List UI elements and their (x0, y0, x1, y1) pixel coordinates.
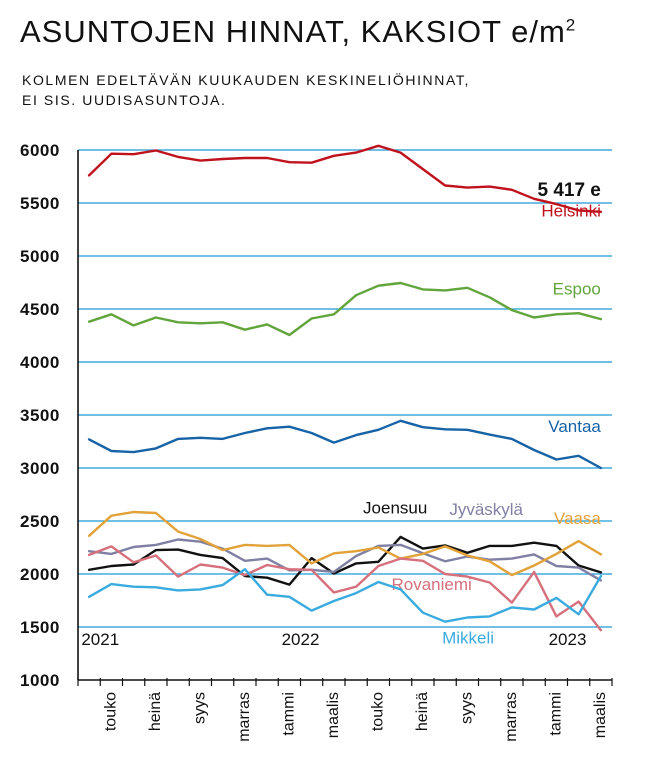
x-tick-label-7: heinä (414, 692, 431, 731)
title-unit-superscript: 2 (565, 15, 577, 35)
y-tick-label-1000: 1000 (20, 671, 60, 690)
subtitle-line-2: EI SIS. UUDISASUNTOJA. (22, 92, 227, 108)
y-tick-label-4000: 4000 (20, 353, 60, 372)
x-tick-label-8: syys (458, 692, 475, 724)
series-label-espoo: Espoo (553, 280, 601, 299)
x-tick-label-2: syys (191, 692, 208, 724)
x-tick-label-0: touko (102, 692, 119, 731)
series-label-helsinki: Helsinki (541, 201, 601, 220)
series-label-jyvskyl: Jyväskylä (449, 500, 523, 519)
x-tick-label-5: maalis (325, 692, 342, 738)
y-tick-label-4500: 4500 (20, 300, 60, 319)
series-label-vaasa: Vaasa (554, 509, 601, 528)
y-tick-label-5000: 5000 (20, 247, 60, 266)
series-label-joensuu: Joensuu (363, 499, 427, 518)
series-line-rovaniemi (87, 545, 603, 632)
x-tick-label-6: touko (369, 692, 386, 731)
series-line-helsinki (87, 144, 603, 214)
x-tick-label-11: maalis (592, 692, 609, 738)
title-text: ASUNTOJEN HINNAT, KAKSIOT (20, 14, 502, 49)
series-line-mikkeli (87, 568, 603, 623)
x-tick-label-3: marras (236, 692, 253, 742)
x-tick-label-1: heinä (147, 692, 164, 731)
y-tick-label-3500: 3500 (20, 406, 60, 425)
series-line-espoo (87, 281, 603, 337)
series-line-vaasa (87, 510, 603, 577)
y-tick-label-2500: 2500 (20, 512, 60, 531)
y-tick-label-2000: 2000 (20, 565, 60, 584)
series-line-jyvskyl (87, 538, 603, 582)
series-line-joensuu (87, 535, 603, 586)
y-tick-label-3000: 3000 (20, 459, 60, 478)
x-tick-label-10: tammi (547, 692, 564, 736)
year-label-2022: 2022 (282, 630, 320, 649)
title-unit: e/m (511, 14, 566, 49)
x-tick-label-9: marras (503, 692, 520, 742)
subtitle-line-1: KOLMEN EDELTÄVÄN KUUKAUDEN KESKINELIÖHIN… (22, 72, 470, 88)
series-line-vantaa (87, 419, 603, 470)
y-tick-label-1500: 1500 (20, 618, 60, 637)
series-label-rovaniemi: Rovaniemi (392, 575, 472, 594)
final-value-label: 5 417 e (537, 180, 600, 201)
year-label-2021: 2021 (81, 630, 119, 649)
y-tick-label-6000: 6000 (20, 141, 60, 160)
chart-subtitle: KOLMEN EDELTÄVÄN KUUKAUDEN KESKINELIÖHIN… (22, 70, 470, 110)
year-label-2023: 2023 (549, 630, 587, 649)
y-tick-label-5500: 5500 (20, 194, 60, 213)
series-label-vantaa: Vantaa (548, 417, 601, 436)
series-label-mikkeli: Mikkeli (442, 628, 494, 647)
chart-title: ASUNTOJEN HINNAT, KAKSIOT e/m2 (20, 14, 576, 50)
x-tick-label-4: tammi (280, 692, 297, 736)
